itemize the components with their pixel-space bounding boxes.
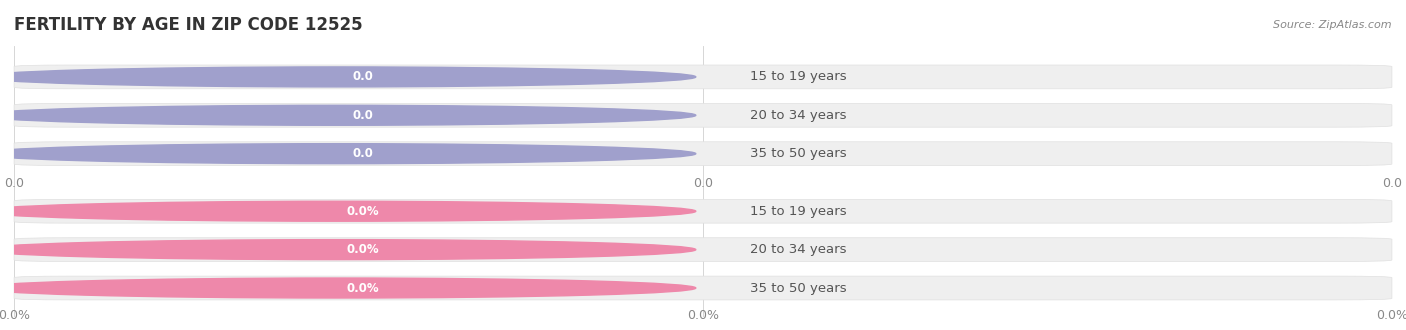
FancyBboxPatch shape	[315, 145, 411, 162]
FancyBboxPatch shape	[14, 199, 1392, 223]
FancyBboxPatch shape	[315, 68, 411, 85]
Circle shape	[0, 240, 696, 260]
Circle shape	[0, 144, 696, 164]
Text: 0.0: 0.0	[353, 70, 373, 83]
Circle shape	[0, 201, 696, 221]
FancyBboxPatch shape	[315, 241, 411, 258]
FancyBboxPatch shape	[315, 280, 411, 297]
Text: 0.0: 0.0	[4, 177, 24, 190]
FancyBboxPatch shape	[14, 103, 1392, 127]
Circle shape	[0, 67, 696, 87]
Text: 15 to 19 years: 15 to 19 years	[749, 205, 846, 218]
Circle shape	[0, 105, 696, 125]
Text: 0.0%: 0.0%	[0, 309, 30, 322]
Text: FERTILITY BY AGE IN ZIP CODE 12525: FERTILITY BY AGE IN ZIP CODE 12525	[14, 16, 363, 34]
Text: 0.0: 0.0	[1382, 177, 1402, 190]
Text: 0.0%: 0.0%	[346, 243, 380, 256]
FancyBboxPatch shape	[315, 107, 411, 124]
Text: 0.0: 0.0	[353, 147, 373, 160]
Text: 0.0%: 0.0%	[346, 281, 380, 294]
FancyBboxPatch shape	[315, 203, 411, 220]
Text: 20 to 34 years: 20 to 34 years	[749, 109, 846, 122]
Text: 0.0%: 0.0%	[346, 205, 380, 218]
Text: 0.0: 0.0	[693, 177, 713, 190]
Text: 35 to 50 years: 35 to 50 years	[749, 147, 846, 160]
Text: 20 to 34 years: 20 to 34 years	[749, 243, 846, 256]
FancyBboxPatch shape	[14, 142, 1392, 166]
Text: 0.0%: 0.0%	[1376, 309, 1406, 322]
Text: 35 to 50 years: 35 to 50 years	[749, 281, 846, 294]
FancyBboxPatch shape	[14, 238, 1392, 262]
Circle shape	[0, 278, 696, 298]
Text: Source: ZipAtlas.com: Source: ZipAtlas.com	[1274, 20, 1392, 30]
FancyBboxPatch shape	[14, 65, 1392, 89]
Text: 0.0%: 0.0%	[688, 309, 718, 322]
Text: 15 to 19 years: 15 to 19 years	[749, 70, 846, 83]
FancyBboxPatch shape	[14, 276, 1392, 300]
Text: 0.0: 0.0	[353, 109, 373, 122]
